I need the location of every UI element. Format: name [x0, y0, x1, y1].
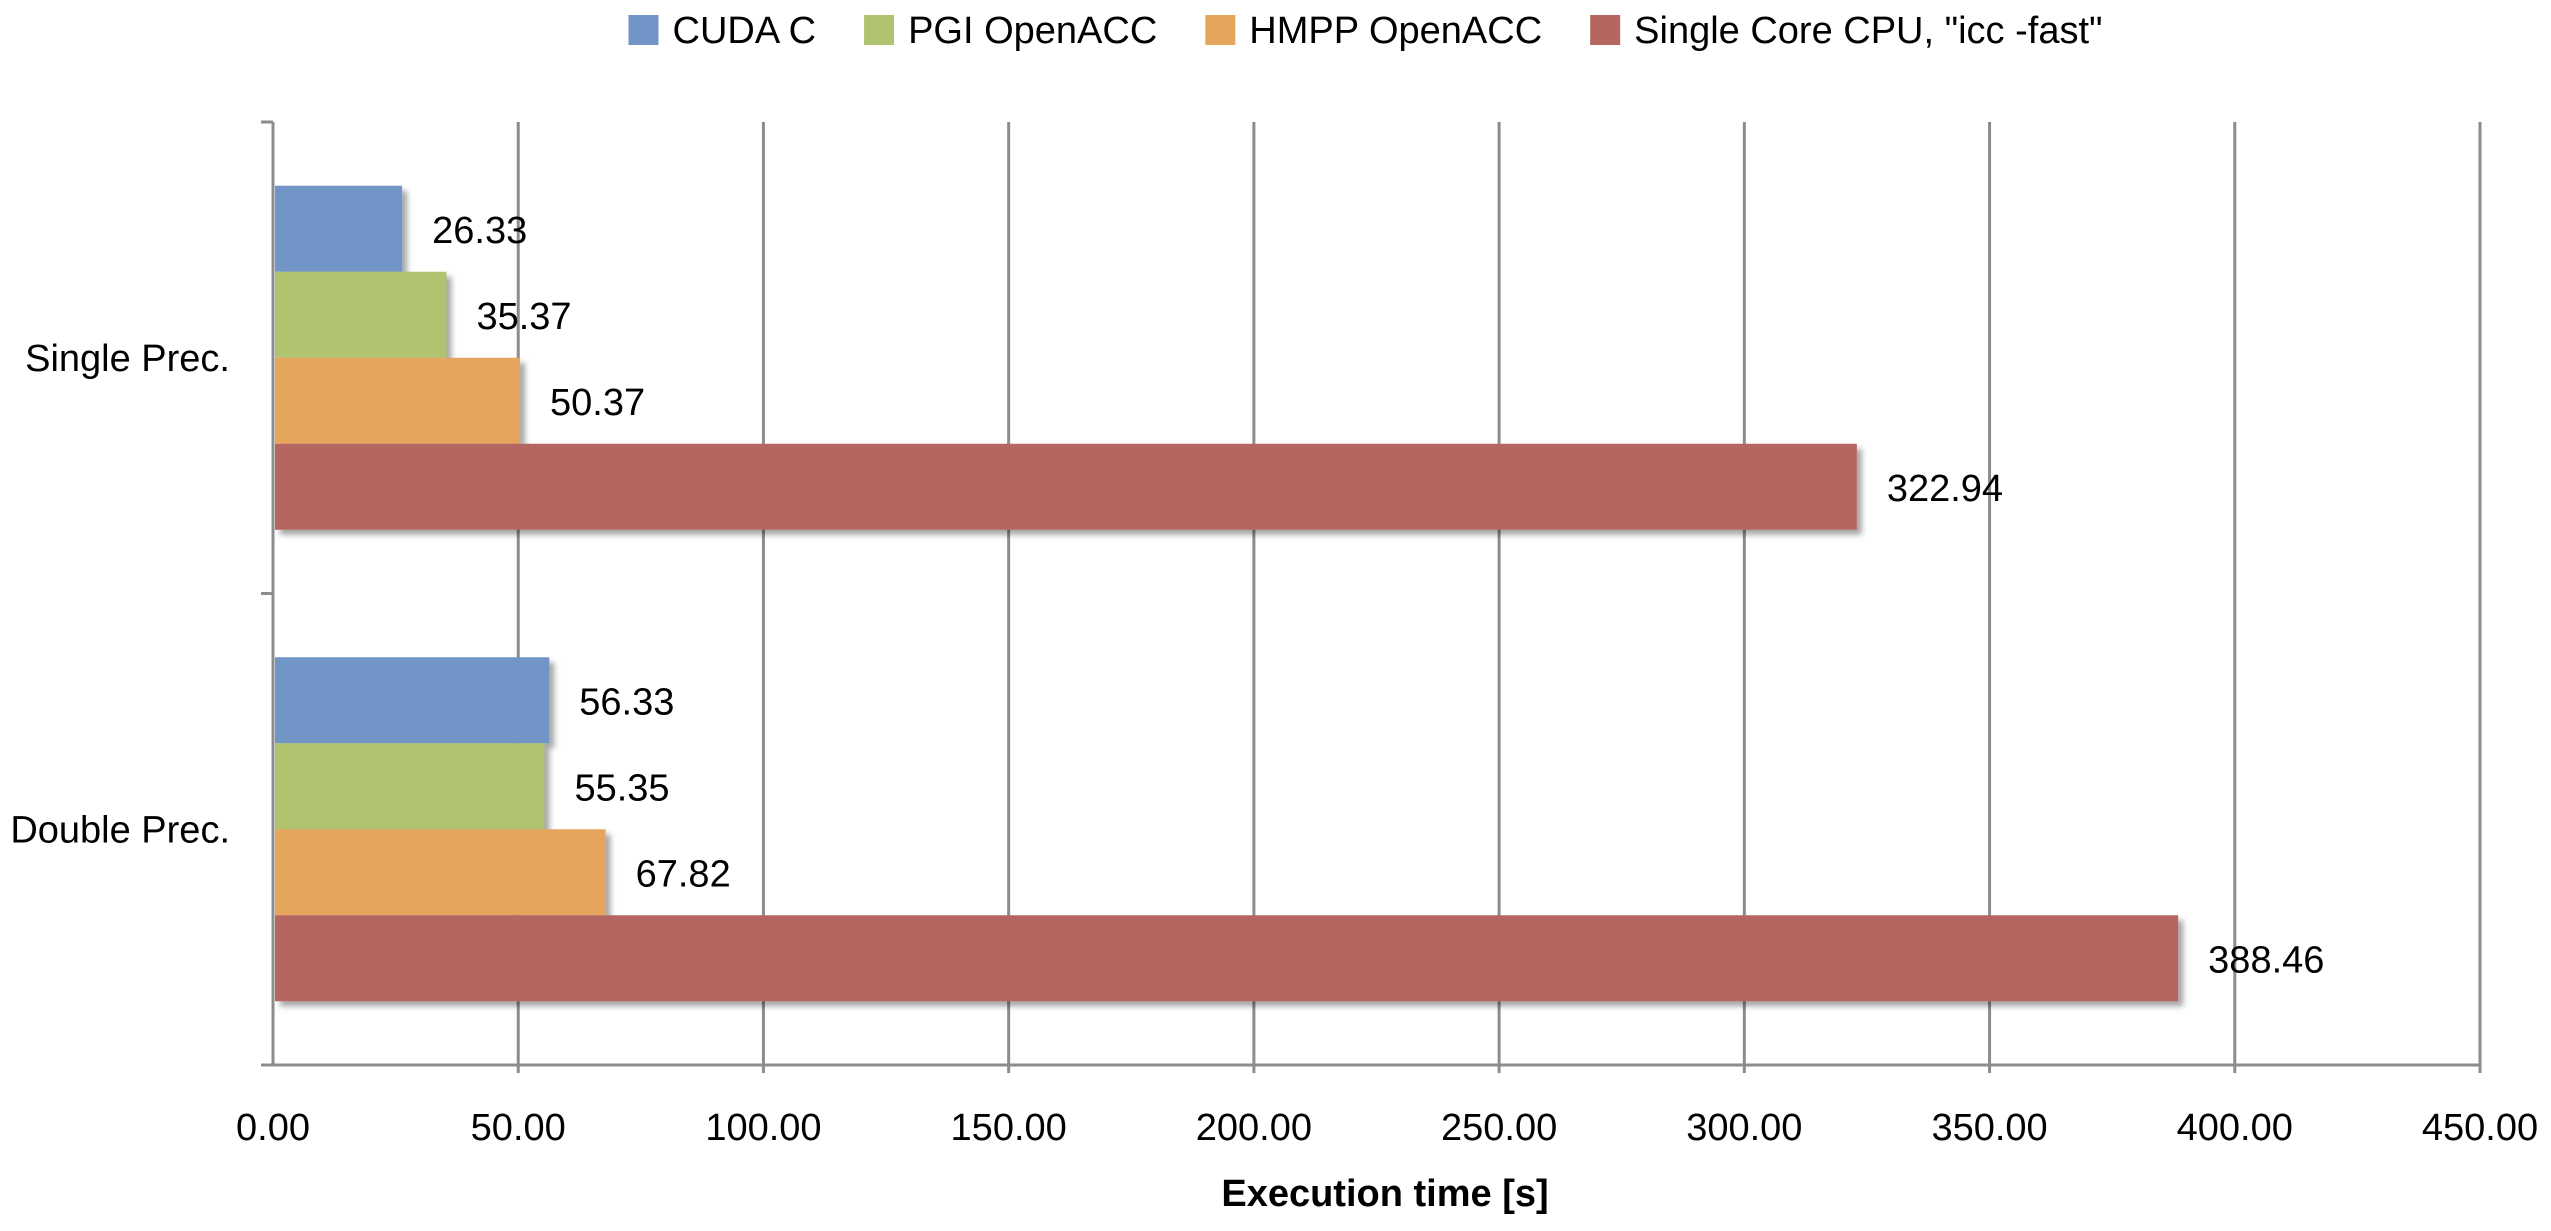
data-label: 55.35 — [574, 767, 669, 809]
x-tick-label: 450.00 — [2422, 1107, 2538, 1149]
x-tick-label: 250.00 — [1441, 1107, 1557, 1149]
bar — [275, 915, 2179, 1002]
legend-item: Single Core CPU, "icc -fast" — [1590, 10, 2103, 52]
gridlines — [516, 122, 2482, 1073]
x-tick-label: 100.00 — [705, 1107, 821, 1149]
x-tick-label: 150.00 — [951, 1107, 1067, 1149]
bar — [275, 185, 403, 272]
data-label: 388.46 — [2208, 939, 2324, 981]
data-label: 67.82 — [636, 853, 731, 895]
bar — [275, 271, 447, 358]
data-label: 56.33 — [579, 681, 674, 723]
bar — [275, 443, 1857, 530]
bars — [275, 185, 2179, 1002]
bar — [275, 657, 550, 744]
bar — [275, 829, 606, 916]
legend-swatch — [864, 15, 895, 45]
legend-swatch — [1205, 15, 1236, 45]
axes: 0.00 50.00 100.00 150.00 200.00 250.00 300.00 3… — [10, 120, 2538, 1149]
x-axis-title: Execution time [s] — [1221, 1173, 1548, 1215]
data-label: 50.37 — [550, 382, 645, 424]
data-label: 35.37 — [476, 296, 571, 338]
category-label: Single Prec. — [25, 338, 230, 380]
x-tick-label: 350.00 — [1931, 1107, 2047, 1149]
legend-label: Single Core CPU, "icc -fast" — [1634, 10, 2102, 52]
x-tick-label: 400.00 — [2177, 1107, 2293, 1149]
legend-swatch — [1590, 15, 1621, 45]
legend-swatch — [628, 15, 659, 45]
legend-label: PGI OpenACC — [908, 10, 1157, 52]
legend-label: HMPP OpenACC — [1249, 10, 1542, 52]
x-tick-label: 50.00 — [471, 1107, 566, 1149]
x-tick-label: 300.00 — [1686, 1107, 1802, 1149]
bar — [275, 743, 545, 830]
legend: CUDA C PGI OpenACC HMPP OpenACC Single Core… — [628, 10, 2103, 52]
bar — [275, 357, 521, 444]
data-labels: 26.33 35.37 50.37 322.94 56.33 55.35 67.82 388.… — [432, 210, 2324, 982]
data-label: 322.94 — [1887, 468, 2003, 510]
legend-item: CUDA C — [628, 10, 817, 52]
x-tick-label: 200.00 — [1196, 1107, 1312, 1149]
legend-label: CUDA C — [673, 10, 817, 52]
data-label: 26.33 — [432, 210, 527, 252]
x-tick-label: 0.00 — [236, 1107, 310, 1149]
legend-item: PGI OpenACC — [864, 10, 1157, 52]
legend-item: HMPP OpenACC — [1205, 10, 1542, 52]
category-label: Double Prec. — [10, 809, 230, 851]
